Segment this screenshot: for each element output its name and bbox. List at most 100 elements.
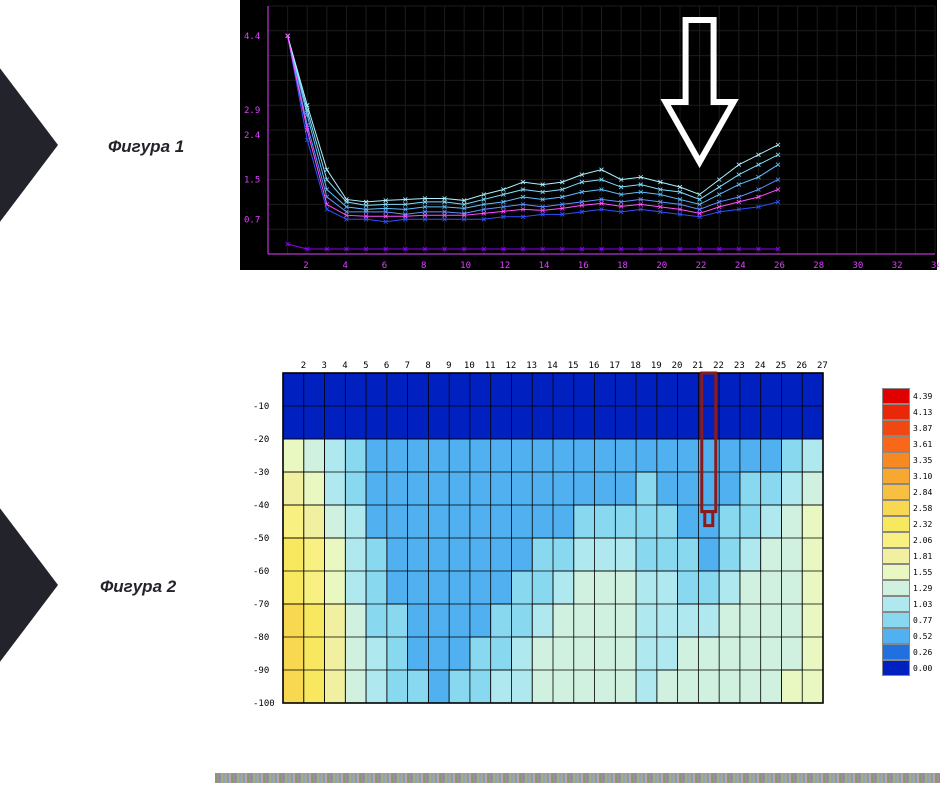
svg-text:1.5: 1.5: [244, 176, 260, 186]
svg-text:15: 15: [568, 361, 579, 371]
svg-text:23: 23: [734, 361, 745, 371]
legend-row: 1.03: [882, 596, 932, 612]
legend-value: 3.61: [910, 440, 932, 449]
fig2-plot: 2345678910111213141516171819202122232425…: [240, 355, 860, 725]
fig1-plot: 0.71.52.42.94.42468101214161820222426283…: [242, 2, 939, 272]
legend-value: 3.87: [910, 424, 932, 433]
legend-row: 3.10: [882, 468, 932, 484]
legend-value: 4.39: [910, 392, 932, 401]
svg-text:-60: -60: [253, 567, 269, 577]
svg-text:24: 24: [755, 361, 766, 371]
svg-text:4: 4: [342, 261, 347, 271]
legend-row: 1.55: [882, 564, 932, 580]
legend-row: 0.00: [882, 660, 932, 676]
svg-text:16: 16: [578, 261, 589, 271]
svg-text:18: 18: [630, 361, 641, 371]
legend-swatch: [882, 388, 910, 404]
svg-text:17: 17: [609, 361, 620, 371]
svg-text:-80: -80: [253, 633, 269, 643]
svg-text:12: 12: [505, 361, 516, 371]
fig2-legend: 0.00 0.260.52 0.77 1.03 1.29 1.55 1.81 2.06 2.32…: [882, 388, 932, 676]
legend-swatch: [882, 452, 910, 468]
svg-text:25: 25: [775, 361, 786, 371]
svg-text:14: 14: [547, 361, 558, 371]
legend-row: 2.32: [882, 516, 932, 532]
legend-swatch: [882, 612, 910, 628]
svg-text:14: 14: [539, 261, 550, 271]
legend-swatch: [882, 628, 910, 644]
legend-swatch: [882, 660, 910, 676]
legend-swatch: [882, 500, 910, 516]
legend-row: 2.58: [882, 500, 932, 516]
svg-text:19: 19: [651, 361, 662, 371]
svg-text:34: 34: [931, 261, 939, 271]
svg-text:10: 10: [460, 261, 471, 271]
legend-value: 2.06: [910, 536, 932, 545]
svg-text:32: 32: [892, 261, 903, 271]
legend-row: 3.61: [882, 436, 932, 452]
legend-value: 1.29: [910, 584, 932, 593]
fig2-chart: 2345678910111213141516171819202122232425…: [240, 355, 860, 725]
legend-value: 0.00: [910, 664, 932, 673]
legend-row: 3.35: [882, 452, 932, 468]
svg-text:22: 22: [713, 361, 724, 371]
chevron-2: [0, 495, 58, 675]
legend-swatch: [882, 532, 910, 548]
svg-text:24: 24: [735, 261, 746, 271]
svg-text:20: 20: [672, 361, 683, 371]
svg-text:-100: -100: [253, 699, 275, 709]
svg-text:13: 13: [526, 361, 537, 371]
legend-row: 4.13: [882, 404, 932, 420]
svg-text:20: 20: [656, 261, 667, 271]
svg-text:6: 6: [382, 261, 387, 271]
legend-value: 1.81: [910, 552, 932, 561]
legend-row: 4.39: [882, 388, 932, 404]
legend-value: 2.58: [910, 504, 932, 513]
legend-swatch: [882, 468, 910, 484]
svg-text:21: 21: [692, 361, 703, 371]
svg-text:27: 27: [817, 361, 828, 371]
svg-text:-50: -50: [253, 534, 269, 544]
svg-text:30: 30: [853, 261, 864, 271]
legend-swatch: [882, 516, 910, 532]
legend-value: 4.13: [910, 408, 932, 417]
svg-text:-20: -20: [253, 435, 269, 445]
legend-row: 1.29: [882, 580, 932, 596]
svg-text:26: 26: [774, 261, 785, 271]
svg-text:5: 5: [363, 361, 368, 371]
svg-text:2.4: 2.4: [244, 131, 260, 141]
svg-text:-70: -70: [253, 600, 269, 610]
legend-swatch: [882, 580, 910, 596]
legend-value: 2.32: [910, 520, 932, 529]
svg-text:26: 26: [796, 361, 807, 371]
svg-text:-40: -40: [253, 501, 269, 511]
svg-text:2.9: 2.9: [244, 106, 260, 116]
svg-text:4.4: 4.4: [244, 32, 260, 42]
legend-row: 1.81: [882, 548, 932, 564]
svg-text:18: 18: [617, 261, 628, 271]
svg-text:8: 8: [425, 361, 430, 371]
svg-text:11: 11: [485, 361, 496, 371]
legend-value: 3.35: [910, 456, 932, 465]
legend-swatch: [882, 404, 910, 420]
legend-value: 3.10: [910, 472, 932, 481]
fig2-caption: Фигура 2: [100, 577, 176, 597]
legend-row: 2.84: [882, 484, 932, 500]
chevron-1: [0, 55, 58, 235]
legend-swatch: [882, 644, 910, 660]
legend-swatch: [882, 596, 910, 612]
fig1-caption: Фигура 1: [108, 137, 184, 157]
legend-swatch: [882, 436, 910, 452]
svg-text:7: 7: [405, 361, 410, 371]
svg-text:-30: -30: [253, 468, 269, 478]
svg-text:-10: -10: [253, 402, 269, 412]
svg-text:6: 6: [384, 361, 389, 371]
legend-value: 0.77: [910, 616, 932, 625]
svg-text:4: 4: [342, 361, 347, 371]
legend-row: 0.52: [882, 628, 932, 644]
legend-row: 0.26: [882, 644, 932, 660]
svg-text:2: 2: [301, 361, 306, 371]
svg-text:22: 22: [696, 261, 707, 271]
legend-value: 1.03: [910, 600, 932, 609]
svg-text:2: 2: [303, 261, 308, 271]
